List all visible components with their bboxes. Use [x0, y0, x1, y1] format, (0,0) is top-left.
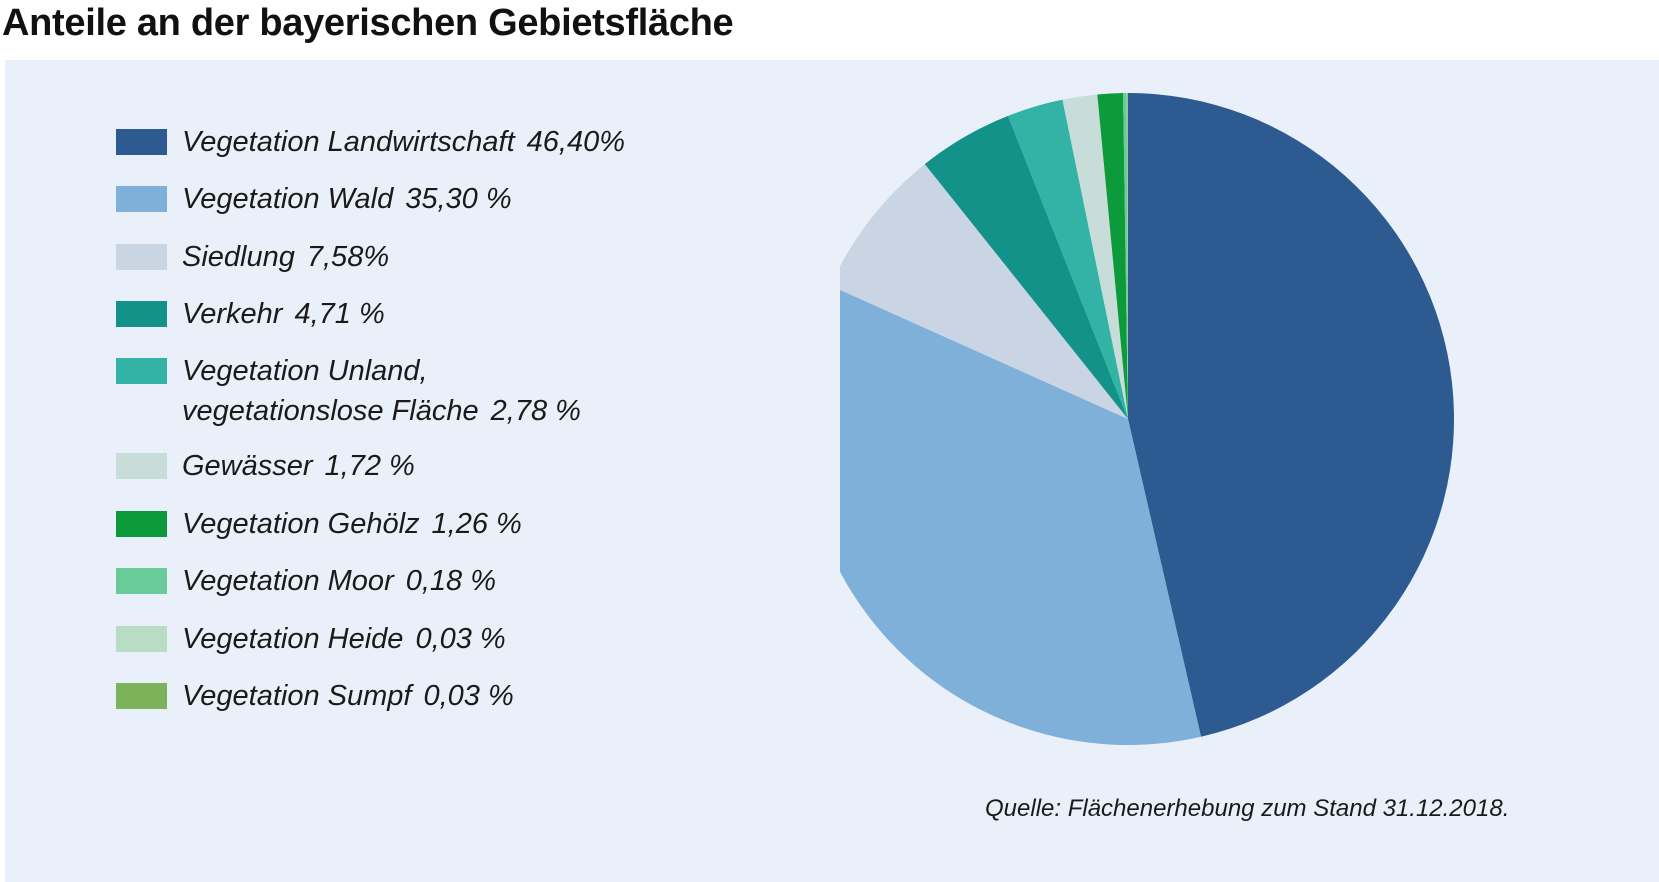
- legend-label: Vegetation Unland,: [182, 355, 428, 387]
- legend-swatch: [116, 186, 167, 212]
- pie-slice-2: [840, 164, 1128, 419]
- pie-slice-5: [1062, 94, 1128, 419]
- legend-label: Siedlung: [182, 241, 295, 273]
- legend-swatch: [116, 358, 167, 384]
- legend-value: 4,71 %: [294, 298, 385, 330]
- pie-slice-8: [1126, 92, 1128, 420]
- legend-label: Vegetation Landwirtschaft: [182, 126, 515, 158]
- pie-slice-6: [1097, 93, 1128, 419]
- legend-value: 1,72 %: [324, 450, 415, 482]
- legend-value: 35,30 %: [405, 183, 512, 215]
- legend-value: 2,78 %: [490, 395, 581, 427]
- legend-swatch: [116, 244, 167, 270]
- pie-chart: [840, 92, 1455, 746]
- legend-label: Vegetation Gehölz: [182, 508, 420, 540]
- legend-label: vegetationslose Fläche: [182, 395, 479, 427]
- legend-swatch: [116, 453, 167, 479]
- legend-label: Vegetation Moor: [182, 565, 394, 597]
- legend-swatch: [116, 129, 167, 155]
- pie-slice-1: [840, 289, 1202, 746]
- legend-value: 0,18 %: [405, 565, 497, 597]
- legend-label: Verkehr: [182, 298, 283, 330]
- legend-value: 0,03 %: [423, 680, 514, 712]
- legend-swatch: [116, 626, 167, 652]
- pie-slices: [840, 92, 1455, 746]
- source-note: Quelle: Flächenerhebung zum Stand 31.12.…: [985, 795, 1510, 822]
- legend-swatch: [116, 511, 167, 537]
- legend-value: 0,03 %: [415, 623, 506, 655]
- legend-swatch: [116, 568, 167, 594]
- legend-swatch: [116, 683, 167, 709]
- legend-label: Vegetation Sumpf: [182, 680, 412, 712]
- legend-value: 7,58%: [306, 241, 390, 273]
- chart-title: Anteile an der bayerischen Gebietsfläche: [2, 2, 734, 44]
- legend-label: Gewässer: [182, 450, 313, 482]
- pie-slice-4: [1007, 99, 1128, 420]
- pie-slice-0: [1128, 93, 1455, 737]
- legend-label: Vegetation Wald: [182, 183, 394, 215]
- pie-slice-7: [1123, 93, 1128, 419]
- legend-value: 46,40%: [526, 126, 625, 158]
- legend-label: Vegetation Heide: [182, 623, 404, 655]
- legend-swatch: [116, 301, 167, 327]
- legend-value: 1,26 %: [431, 508, 522, 540]
- pie-slice-3: [924, 115, 1128, 420]
